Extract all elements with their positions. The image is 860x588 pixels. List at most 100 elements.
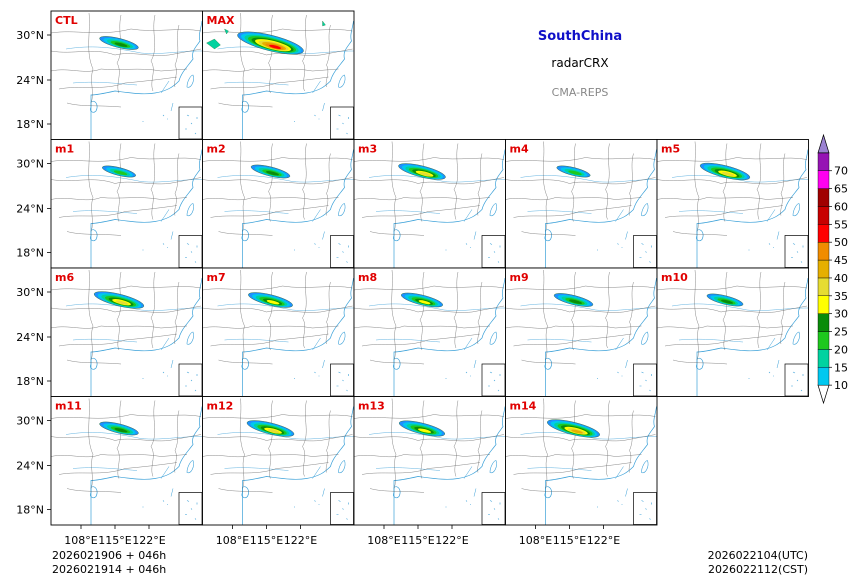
lon-tick-label: 115°E (553, 534, 586, 547)
panel-m13: m13 (353, 396, 506, 526)
echo-m13 (398, 420, 446, 437)
panel-m4: m4 (505, 139, 658, 269)
echo-m8 (401, 292, 443, 308)
panel-m10: m10 (656, 267, 809, 397)
echo-m4 (556, 165, 591, 178)
panel-m2: m2 (202, 139, 355, 269)
panel-label-MAX: MAX (207, 14, 235, 27)
panel-label-m6: m6 (55, 271, 74, 284)
panel-label-CTL: CTL (55, 14, 78, 27)
panel-label-m12: m12 (207, 400, 234, 413)
colorbar-segment (817, 259, 830, 279)
colorbar-level-label: 30 (834, 308, 848, 321)
panel-label-m14: m14 (510, 400, 537, 413)
panel-m5: m5 (656, 139, 809, 269)
colorbar-level-label: 50 (834, 236, 848, 249)
colorbar-level-label: 60 (834, 200, 848, 213)
colorbar-segment (817, 367, 830, 386)
lon-tick-label: 122°E (284, 534, 317, 547)
panel-label-m13: m13 (358, 400, 385, 413)
lon-tick-label: 108°E (216, 534, 249, 547)
colorbar-level-label: 70 (834, 165, 848, 178)
panel-label-m11: m11 (55, 400, 82, 413)
lat-tick-label: 18°N (16, 504, 44, 517)
lon-tick-label: 108°E (367, 534, 400, 547)
lat-tick-label: 30°N (16, 286, 44, 299)
panel-m14: m14 (505, 396, 658, 526)
panel-m6: m6 (50, 267, 203, 397)
panel-m7: m7 (202, 267, 355, 397)
lon-tick-label: 108°E (64, 534, 97, 547)
lon-tick-label: 115°E (250, 534, 283, 547)
echo-m9 (553, 293, 594, 307)
lon-tick-label: 122°E (435, 534, 468, 547)
colorbar-level-label: 55 (834, 218, 848, 231)
lat-tick-label: 30°N (16, 158, 44, 171)
lon-tick-label: 115°E (98, 534, 131, 547)
colorbar-level-label: 65 (834, 183, 848, 196)
panel-label-m10: m10 (661, 271, 688, 284)
echo-m14 (547, 419, 600, 438)
lon-tick-label: 122°E (587, 534, 620, 547)
lat-tick-label: 30°N (16, 415, 44, 428)
lat-tick-label: 18°N (16, 118, 44, 131)
panel-label-m5: m5 (661, 143, 680, 156)
colorbar-segment (817, 241, 830, 261)
lat-tick-label: 30°N (16, 29, 44, 42)
echo-m6 (93, 291, 145, 309)
panel-label-m7: m7 (207, 271, 226, 284)
valid-time-cst: 2026022112(CST) (708, 563, 808, 576)
lat-tick-label: 18°N (16, 247, 44, 260)
echo-m1 (102, 165, 136, 178)
echo-m11 (99, 421, 139, 436)
echo-m5 (699, 162, 751, 181)
colorbar-level-label: 35 (834, 290, 848, 303)
variable-title: radarCRX (551, 56, 608, 70)
init-time-utc: 2026021906 + 046h (52, 549, 166, 562)
region-title: SouthChina (538, 29, 622, 44)
panel-m9: m9 (505, 267, 658, 397)
panel-label-m8: m8 (358, 271, 377, 284)
lon-tick-label: 122°E (132, 534, 165, 547)
lat-tick-label: 24°N (16, 331, 44, 344)
lon-tick-label: 108°E (519, 534, 552, 547)
panel-m1: m1 (50, 139, 203, 269)
echo-MAX (206, 20, 326, 55)
echo-CTL (99, 36, 139, 50)
panel-CTL: CTL (50, 10, 203, 140)
colorbar-segment (817, 224, 830, 243)
panel-label-m1: m1 (55, 143, 74, 156)
lon-tick-label: 115°E (401, 534, 434, 547)
colorbar-segment (817, 170, 830, 189)
valid-time-utc: 2026022104(UTC) (708, 549, 808, 562)
colorbar-over-arrow (817, 133, 830, 154)
colorbar-segment (817, 349, 830, 368)
colorbar-segment (817, 331, 830, 350)
lat-tick-label: 24°N (16, 74, 44, 87)
lat-tick-label: 18°N (16, 375, 44, 388)
system-title: CMA-REPS (552, 86, 609, 99)
colorbar-segment (817, 206, 830, 225)
colorbar-level-label: 15 (834, 361, 848, 374)
colorbar-segment (817, 313, 830, 332)
colorbar-under-arrow (817, 384, 830, 405)
echo-m7 (248, 292, 293, 308)
colorbar-level-label: 20 (834, 343, 848, 356)
colorbar-level-label: 25 (834, 326, 848, 339)
panel-label-m9: m9 (510, 271, 529, 284)
panel-m11: m11 (50, 396, 203, 526)
panel-label-m4: m4 (510, 143, 529, 156)
panel-MAX: MAX (202, 10, 355, 140)
init-time-cst: 2026021914 + 046h (52, 563, 166, 576)
echo-m12 (246, 420, 295, 437)
colorbar-segment (817, 277, 830, 296)
colorbar-segment (817, 295, 830, 314)
colorbar-level-label: 40 (834, 272, 848, 285)
panel-label-m3: m3 (358, 143, 377, 156)
echo-m2 (250, 164, 291, 179)
colorbar: 10 15 20 25 30 35 40 45 50 55 60 65 70 (817, 133, 848, 405)
panel-m3: m3 (353, 139, 506, 269)
lat-tick-label: 24°N (16, 203, 44, 216)
colorbar-segment (817, 152, 830, 171)
